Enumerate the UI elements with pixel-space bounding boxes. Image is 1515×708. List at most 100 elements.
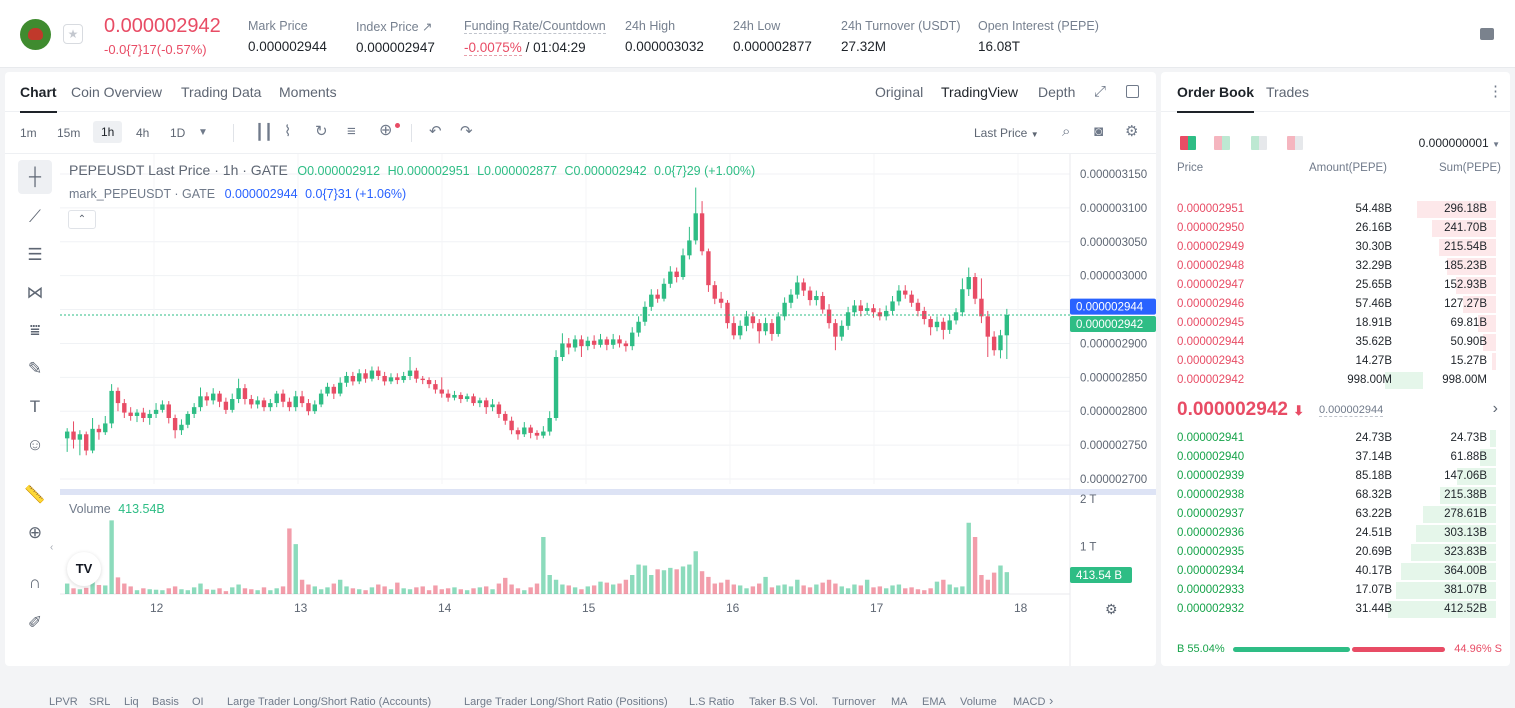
ask-row[interactable]: 0.000002949 30.30B 215.54B (1161, 238, 1501, 257)
view-split-icon[interactable] (1214, 136, 1230, 150)
indicator-srl[interactable]: SRL (89, 696, 111, 708)
view-bids-icon[interactable] (1251, 136, 1267, 150)
interval-1h[interactable]: 1h (93, 121, 123, 143)
interval-4h[interactable]: 4h (136, 126, 150, 140)
trendline-icon[interactable]: ⟋ (29, 207, 41, 226)
price-chart[interactable]: 0.000003150 0.000003100 0.000003050 0.00000… (60, 154, 1156, 666)
tab-coin-overview[interactable]: Coin Overview (71, 84, 163, 100)
fib-icon[interactable]: ☰ (27, 245, 43, 264)
candle-type-icon[interactable]: ┃┃ (255, 124, 274, 141)
indicator-turnover[interactable]: Turnover (832, 696, 876, 708)
emoji-icon[interactable]: ☺ (26, 435, 44, 454)
tab-moments[interactable]: Moments (279, 84, 337, 100)
tab-trading-data[interactable]: Trading Data (181, 84, 262, 100)
candle-body (896, 290, 902, 302)
pattern-icon[interactable]: ⋈ (26, 283, 44, 302)
chevron-down-icon[interactable]: ▼ (198, 127, 208, 138)
gear-icon[interactable]: ⚙ (1125, 123, 1139, 140)
bid-row[interactable]: 0.000002936 24.51B 303.13B (1161, 524, 1501, 543)
window-icon[interactable] (1126, 85, 1139, 98)
bid-row[interactable]: 0.000002934 40.17B 364.00B (1161, 562, 1501, 581)
ruler-icon[interactable]: 📏 (24, 485, 46, 504)
template-icon[interactable]: ≡ (347, 123, 356, 140)
candle-body (318, 393, 324, 405)
indicator-macd[interactable]: MACD (1013, 696, 1045, 708)
ask-row[interactable]: 0.000002948 32.29B 185.23B (1161, 257, 1501, 276)
interval-15m[interactable]: 15m (57, 126, 81, 140)
indicator-taker-vol[interactable]: Taker B.S Vol. (749, 696, 819, 708)
camera-icon[interactable]: ◙ (1094, 123, 1104, 140)
fullscreen-icon[interactable]: ⤢ (1094, 83, 1107, 100)
tab-chart[interactable]: Chart (20, 84, 57, 113)
search-icon[interactable]: ⌕ (1062, 123, 1071, 140)
text-icon[interactable]: T (29, 397, 41, 416)
view-depth[interactable]: Depth (1038, 84, 1076, 100)
ask-row[interactable]: 0.000002946 57.46B 127.27B (1161, 295, 1501, 314)
order-sum: 215.38B (1444, 489, 1487, 501)
crosshair-icon[interactable]: ┼ (18, 160, 52, 194)
indicator-basis[interactable]: Basis (152, 696, 179, 708)
ask-row[interactable]: 0.000002945 18.91B 69.81B (1161, 314, 1501, 333)
volume-bar (769, 587, 775, 594)
indicator-icon[interactable]: ⌇ (284, 123, 292, 140)
indicator-ls-ratio[interactable]: L.S Ratio (689, 696, 735, 708)
chevron-right-icon[interactable]: › (1492, 400, 1498, 417)
stat-index-price[interactable]: Index Price ↗ 0.000002947 (356, 20, 435, 55)
chevron-right-icon[interactable]: › (1049, 693, 1054, 708)
more-menu-icon[interactable]: ⋮ (1488, 83, 1503, 100)
ask-row[interactable]: 0.000002947 25.65B 152.93B (1161, 276, 1501, 295)
bid-row[interactable]: 0.000002940 37.14B 61.88B (1161, 448, 1501, 467)
view-both-icon[interactable] (1180, 136, 1196, 150)
volume-bar (674, 569, 679, 594)
bid-row[interactable]: 0.000002932 31.44B 412.52B (1161, 600, 1501, 619)
interval-1m[interactable]: 1m (20, 126, 37, 140)
bid-row[interactable]: 0.000002935 20.69B 323.83B (1161, 543, 1501, 562)
redo-icon[interactable]: ↷ (460, 123, 473, 140)
volume-bar (515, 588, 521, 594)
bid-row[interactable]: 0.000002941 24.73B 24.73B (1161, 429, 1501, 448)
star-icon[interactable]: ★ (63, 24, 83, 44)
brush-icon[interactable]: ✎ (27, 359, 43, 378)
indicator-ma[interactable]: MA (891, 696, 908, 708)
tab-order-book[interactable]: Order Book (1177, 84, 1255, 113)
pencil-icon[interactable]: ✐ (27, 613, 43, 632)
bid-row[interactable]: 0.000002939 85.18B 147.06B (1161, 467, 1501, 486)
add-indicator-icon[interactable]: ⊕ (379, 122, 393, 139)
indicator-lt-accounts[interactable]: Large Trader Long/Short Ratio (Accounts) (227, 696, 432, 708)
book-icon[interactable] (1480, 28, 1494, 40)
zoom-icon[interactable]: ⊕ (27, 523, 43, 542)
ask-row[interactable]: 0.000002951 54.48B 296.18B (1161, 200, 1501, 219)
x-axis-label: 17 (870, 601, 884, 615)
magnet-icon[interactable]: ∩ (28, 573, 42, 592)
view-original[interactable]: Original (875, 84, 924, 100)
indicator-lpvr[interactable]: LPVR (49, 696, 78, 708)
indicator-ema[interactable]: EMA (922, 696, 946, 708)
tab-trades[interactable]: Trades (1266, 84, 1310, 100)
ask-row[interactable]: 0.000002950 26.16B 241.70B (1161, 219, 1501, 238)
legend-mark-change: 0.0{7}31 (+1.06%) (305, 187, 407, 201)
indicator-lt-positions[interactable]: Large Trader Long/Short Ratio (Positions… (464, 696, 668, 708)
indicator-volume[interactable]: Volume (960, 696, 997, 708)
volume-bar (757, 583, 762, 594)
collapse-toolbar-icon[interactable]: ‹ (50, 542, 54, 553)
ask-row[interactable]: 0.000002942 998.00M 998.00M (1161, 371, 1501, 390)
refresh-icon[interactable]: ↻ (315, 123, 328, 140)
interval-1d[interactable]: 1D (170, 126, 186, 140)
precision-select[interactable]: 0.000000001 ▼ (1418, 136, 1500, 150)
ask-row[interactable]: 0.000002944 35.62B 50.90B (1161, 333, 1501, 352)
collapse-legend-button[interactable]: ⌃ (68, 210, 96, 229)
indicator-liq[interactable]: Liq (124, 696, 139, 708)
bid-row[interactable]: 0.000002938 68.32B 215.38B (1161, 486, 1501, 505)
view-asks-icon[interactable] (1287, 136, 1303, 150)
ask-row[interactable]: 0.000002943 14.27B 15.27B (1161, 352, 1501, 371)
bid-row[interactable]: 0.000002933 17.07B 381.07B (1161, 581, 1501, 600)
indicator-oi[interactable]: OI (192, 696, 204, 708)
undo-icon[interactable]: ↶ (429, 123, 442, 140)
bid-row[interactable]: 0.000002937 63.22B 278.61B (1161, 505, 1501, 524)
view-tradingview[interactable]: TradingView (941, 84, 1019, 100)
measure-icon[interactable]: ⩸ (29, 321, 41, 340)
settings-gear-icon[interactable]: ⚙ (1105, 601, 1118, 617)
chart-panel: Chart Coin Overview Trading Data Moments… (5, 72, 1156, 708)
price-type-select[interactable]: Last Price ▼ (974, 126, 1039, 140)
order-sum: 147.06B (1444, 470, 1487, 482)
